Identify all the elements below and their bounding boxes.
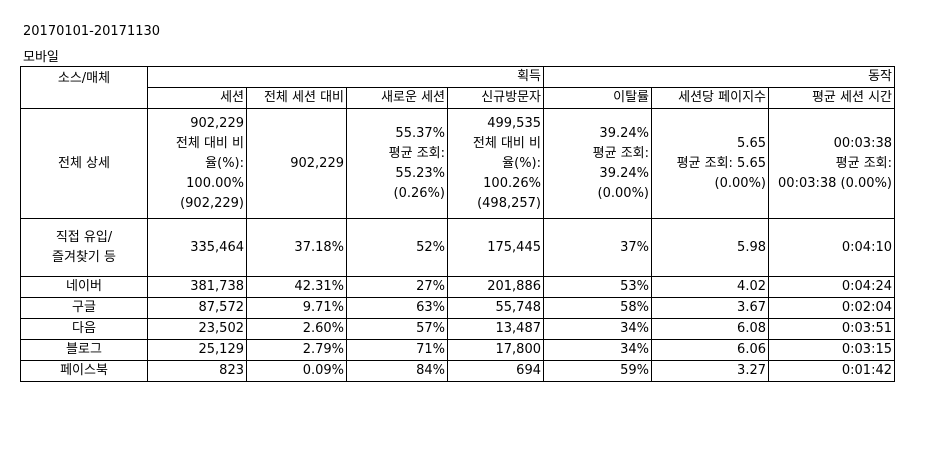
share-cell: 9.71% [246,297,347,319]
table-row: 네이버 381,738 42.31% 27% 201,886 53% 4.02 … [20,276,895,298]
new-visitors-cell: 175,445 [447,218,544,277]
pages-cell: 4.02 [651,276,769,298]
duration-cell: 0:03:15 [768,339,895,361]
new-sessions-cell: 84% [346,360,448,382]
new-visitors-cell: 17,800 [447,339,544,361]
source-cell: 네이버 [20,276,148,298]
bounce-cell: 34% [543,339,652,361]
pages-cell: 3.27 [651,360,769,382]
row-header-cell: 소스/매체 [20,66,148,109]
total-share: 902,229 [246,108,347,219]
total-row: 전체 상세 902,229 전체 대비 비 율(%): 100.00% (902… [20,108,895,219]
col-header-new-sessions: 새로운 세션 [346,87,448,109]
total-duration: 00:03:38 평균 조회: 00:03:38 (0.00%) [768,108,895,219]
bounce-cell: 34% [543,318,652,340]
sessions-cell: 87,572 [147,297,247,319]
share-cell: 0.09% [246,360,347,382]
bounce-cell: 59% [543,360,652,382]
duration-cell: 0:03:51 [768,318,895,340]
date-range: 20170101-20171130 [23,24,161,39]
share-cell: 2.79% [246,339,347,361]
column-header-row: 세션 전체 세션 대비 새로운 세션 신규방문자 이탈률 세션당 페이지수 평균… [21,87,895,109]
total-new-sessions: 55.37% 평균 조회: 55.23% (0.26%) [346,108,448,219]
source-cell: 페이스북 [20,360,148,382]
new-sessions-cell: 27% [346,276,448,298]
group-acquisition: 획득 [147,66,544,88]
duration-cell: 0:01:42 [768,360,895,382]
total-label: 전체 상세 [20,108,148,219]
new-sessions-cell: 71% [346,339,448,361]
total-sessions: 902,229 전체 대비 비 율(%): 100.00% (902,229) [147,108,247,219]
group-behavior: 동작 [543,66,895,88]
new-sessions-cell: 63% [346,297,448,319]
table-row: 다음 23,502 2.60% 57% 13,487 34% 6.08 0:03… [20,318,895,340]
share-cell: 37.18% [246,218,347,277]
share-cell: 2.60% [246,318,347,340]
col-header-share: 전체 세션 대비 [246,87,347,109]
pages-cell: 3.67 [651,297,769,319]
pages-cell: 5.98 [651,218,769,277]
duration-cell: 0:04:24 [768,276,895,298]
col-header-duration: 평균 세션 시간 [768,87,895,109]
bounce-cell: 53% [543,276,652,298]
duration-cell: 0:04:10 [768,218,895,277]
col-header-new-visitors: 신규방문자 [447,87,544,109]
table-row: 페이스북 823 0.09% 84% 694 59% 3.27 0:01:42 [20,360,895,382]
total-bounce: 39.24% 평균 조회: 39.24% (0.00%) [543,108,652,219]
new-sessions-cell: 52% [346,218,448,277]
total-pages: 5.65 평균 조회: 5.65 (0.00%) [651,108,769,219]
col-header-sessions: 세션 [147,87,247,109]
table-row: 블로그 25,129 2.79% 71% 17,800 34% 6.06 0:0… [20,339,895,361]
sessions-cell: 25,129 [147,339,247,361]
source-cell: 구글 [20,297,148,319]
new-visitors-cell: 55,748 [447,297,544,319]
bounce-cell: 37% [543,218,652,277]
source-cell: 블로그 [20,339,148,361]
new-visitors-cell: 13,487 [447,318,544,340]
share-cell: 42.31% [246,276,347,298]
sessions-cell: 23,502 [147,318,247,340]
duration-cell: 0:02:04 [768,297,895,319]
new-visitors-cell: 201,886 [447,276,544,298]
traffic-source-table: 소스/매체 획득 동작 세션 전체 세션 대비 새로운 세션 신규방문자 이탈률… [20,66,895,382]
source-cell: 다음 [20,318,148,340]
total-new-visitors: 499,535 전체 대비 비 율(%): 100.26% (498,257) [447,108,544,219]
pages-cell: 6.06 [651,339,769,361]
device-label: 모바일 [23,50,59,65]
sessions-cell: 335,464 [147,218,247,277]
table-row: 구글 87,572 9.71% 63% 55,748 58% 3.67 0:02… [20,297,895,319]
pages-cell: 6.08 [651,318,769,340]
col-header-pages: 세션당 페이지수 [651,87,769,109]
sessions-cell: 823 [147,360,247,382]
bounce-cell: 58% [543,297,652,319]
table-row: 직접 유입/ 즐겨찾기 등 335,464 37.18% 52% 175,445… [20,218,895,277]
source-cell: 직접 유입/ 즐겨찾기 등 [20,218,148,277]
group-header-row: 소스/매체 획득 동작 [20,66,895,109]
sessions-cell: 381,738 [147,276,247,298]
new-sessions-cell: 57% [346,318,448,340]
new-visitors-cell: 694 [447,360,544,382]
col-header-bounce: 이탈률 [543,87,652,109]
